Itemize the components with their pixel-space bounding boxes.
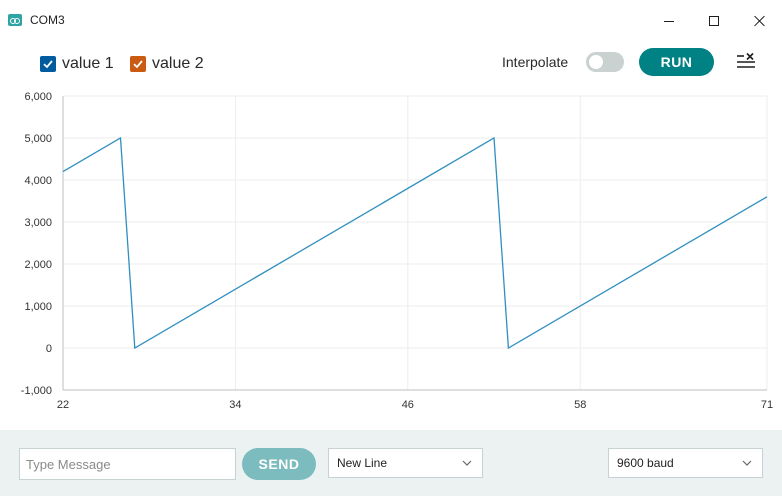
plotter-toolbar: value 1 value 2 Interpolate RUN (0, 40, 782, 90)
clear-plot-icon[interactable] (736, 52, 756, 72)
toggle-knob (589, 55, 603, 69)
run-button[interactable]: RUN (639, 48, 714, 76)
chevron-down-icon (462, 460, 472, 466)
arduino-app-icon (8, 14, 22, 26)
window-title: COM3 (30, 13, 65, 27)
y-tick-label: -1,000 (21, 385, 52, 397)
line-ending-select[interactable]: New Line (328, 448, 483, 478)
y-tick-label: 1,000 (24, 301, 52, 313)
maximize-icon (709, 16, 719, 26)
interpolate-label: Interpolate (502, 54, 569, 70)
y-tick-label: 5,000 (24, 133, 52, 145)
check-icon (133, 60, 143, 69)
check-icon (43, 60, 53, 69)
x-tick-label: 34 (229, 399, 241, 411)
y-tick-label: 0 (46, 343, 52, 355)
x-tick-label: 71 (761, 399, 773, 411)
title-bar: COM3 (0, 0, 782, 40)
interpolate-toggle[interactable] (586, 52, 624, 72)
x-tick-label: 58 (574, 399, 586, 411)
serial-plotter-chart: -1,000 0 1,000 2,000 3,000 4,000 5,000 6,000 22 3… (21, 91, 773, 411)
message-input[interactable] (19, 448, 236, 480)
minimize-button[interactable] (646, 6, 692, 36)
legend-checkbox-value-1[interactable] (40, 56, 56, 72)
x-tick-label: 22 (57, 399, 69, 411)
legend-label: value 1 (62, 55, 114, 72)
y-tick-label: 3,000 (24, 217, 52, 229)
legend-item-value-1[interactable]: value 1 (40, 54, 114, 74)
y-tick-label: 4,000 (24, 175, 52, 187)
baud-rate-select[interactable]: 9600 baud (608, 448, 763, 478)
message-bar: SEND New Line 9600 baud (0, 430, 782, 496)
minimize-icon (664, 20, 674, 22)
legend-item-value-2[interactable]: value 2 (130, 54, 204, 74)
send-button[interactable]: SEND (242, 448, 316, 480)
legend-checkbox-value-2[interactable] (130, 56, 146, 72)
close-button[interactable] (737, 6, 782, 36)
x-tick-label: 46 (402, 399, 414, 411)
close-icon (754, 15, 766, 27)
y-tick-label: 2,000 (24, 259, 52, 271)
line-ending-value: New Line (337, 456, 388, 470)
maximize-button[interactable] (691, 6, 737, 36)
baud-rate-value: 9600 baud (617, 456, 674, 470)
series-line-value-1 (62, 136, 768, 350)
chevron-down-icon (742, 460, 752, 466)
y-tick-label: 6,000 (24, 91, 52, 103)
legend-label: value 2 (152, 55, 204, 72)
